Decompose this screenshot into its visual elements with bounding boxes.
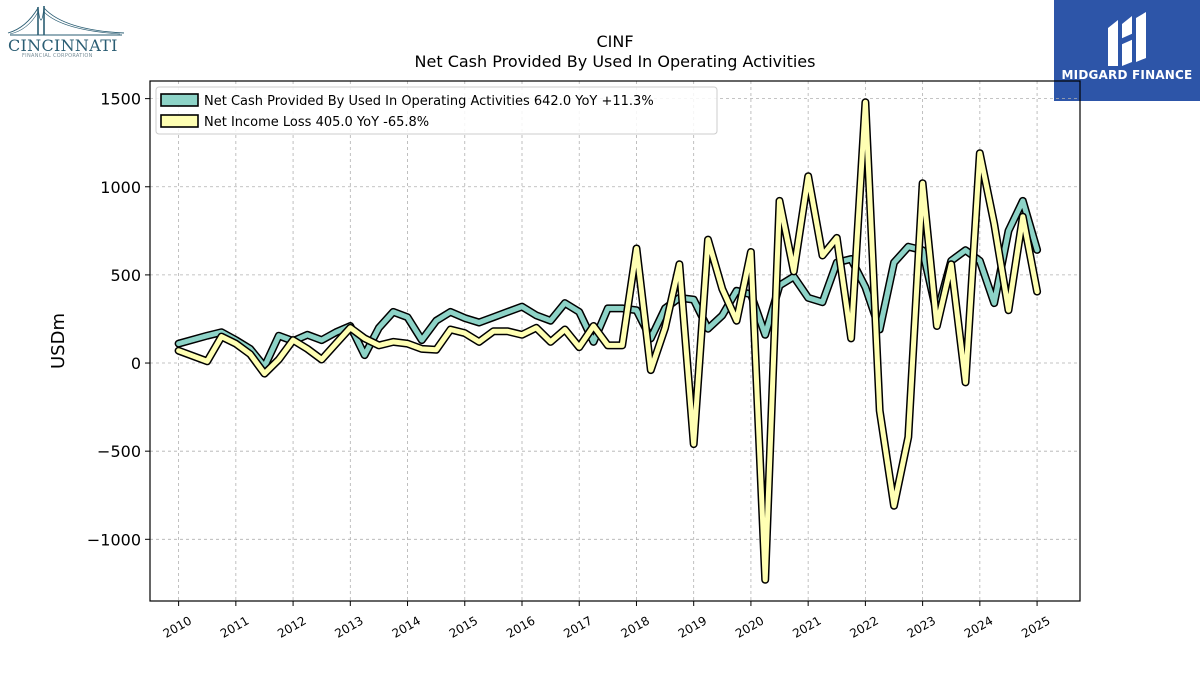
x-tick-label: 2017 [561, 613, 594, 640]
midgard-mark-icon [1108, 12, 1146, 66]
legend-label-1: Net Cash Provided By Used In Operating A… [204, 94, 654, 109]
logo-brand: MIDGARD FINANCE [1061, 68, 1193, 82]
midgard-finance-logo: MIDGARD FINANCE [1054, 0, 1200, 101]
x-tick-label: 2025 [1019, 613, 1052, 640]
x-tick-label: 2012 [275, 613, 308, 640]
y-tick-label: 1000 [100, 178, 141, 197]
y-tick-label: −500 [97, 442, 141, 461]
y-tick-label: 500 [110, 266, 141, 285]
x-tick-label: 2020 [733, 613, 766, 640]
x-tick-label: 2010 [161, 613, 194, 640]
y-tick-label: 1500 [100, 90, 141, 109]
legend-swatch-1 [160, 93, 199, 107]
x-tick-label: 2019 [676, 613, 709, 640]
legend-swatch-2 [160, 114, 199, 128]
y-tick-label: 0 [131, 354, 141, 373]
x-tick-label: 2016 [504, 613, 537, 640]
x-tick-label: 2011 [218, 613, 251, 640]
legend-label-2: Net Income Loss 405.0 YoY -65.8% [204, 115, 429, 130]
bridge-icon [7, 6, 125, 36]
cincinnati-financial-logo: CINCINNATI FINANCIAL CORPORATION [4, 2, 128, 60]
series-line-2 [176, 99, 1040, 583]
legend-box [155, 86, 718, 135]
series-line-1 [176, 198, 1040, 370]
logo-name: CINCINNATI [8, 36, 118, 55]
y-tick-label: −1000 [87, 530, 141, 549]
x-tick-label: 2023 [905, 613, 938, 640]
logo-subtitle: FINANCIAL CORPORATION [22, 53, 93, 59]
series-outline-2 [174, 98, 1042, 584]
x-tick-label: 2018 [619, 613, 652, 640]
x-tick-label: 2022 [847, 613, 880, 640]
chart-title: CINF [596, 32, 634, 51]
chart-subtitle: Net Cash Provided By Used In Operating A… [414, 52, 816, 71]
y-axis-label: USDm [48, 313, 69, 369]
x-tick-label: 2015 [447, 613, 480, 640]
x-tick-label: 2013 [332, 613, 365, 640]
x-tick-label: 2024 [962, 613, 995, 640]
x-tick-label: 2014 [390, 613, 423, 640]
x-tick-label: 2021 [790, 613, 823, 640]
plot-frame [149, 80, 1081, 602]
